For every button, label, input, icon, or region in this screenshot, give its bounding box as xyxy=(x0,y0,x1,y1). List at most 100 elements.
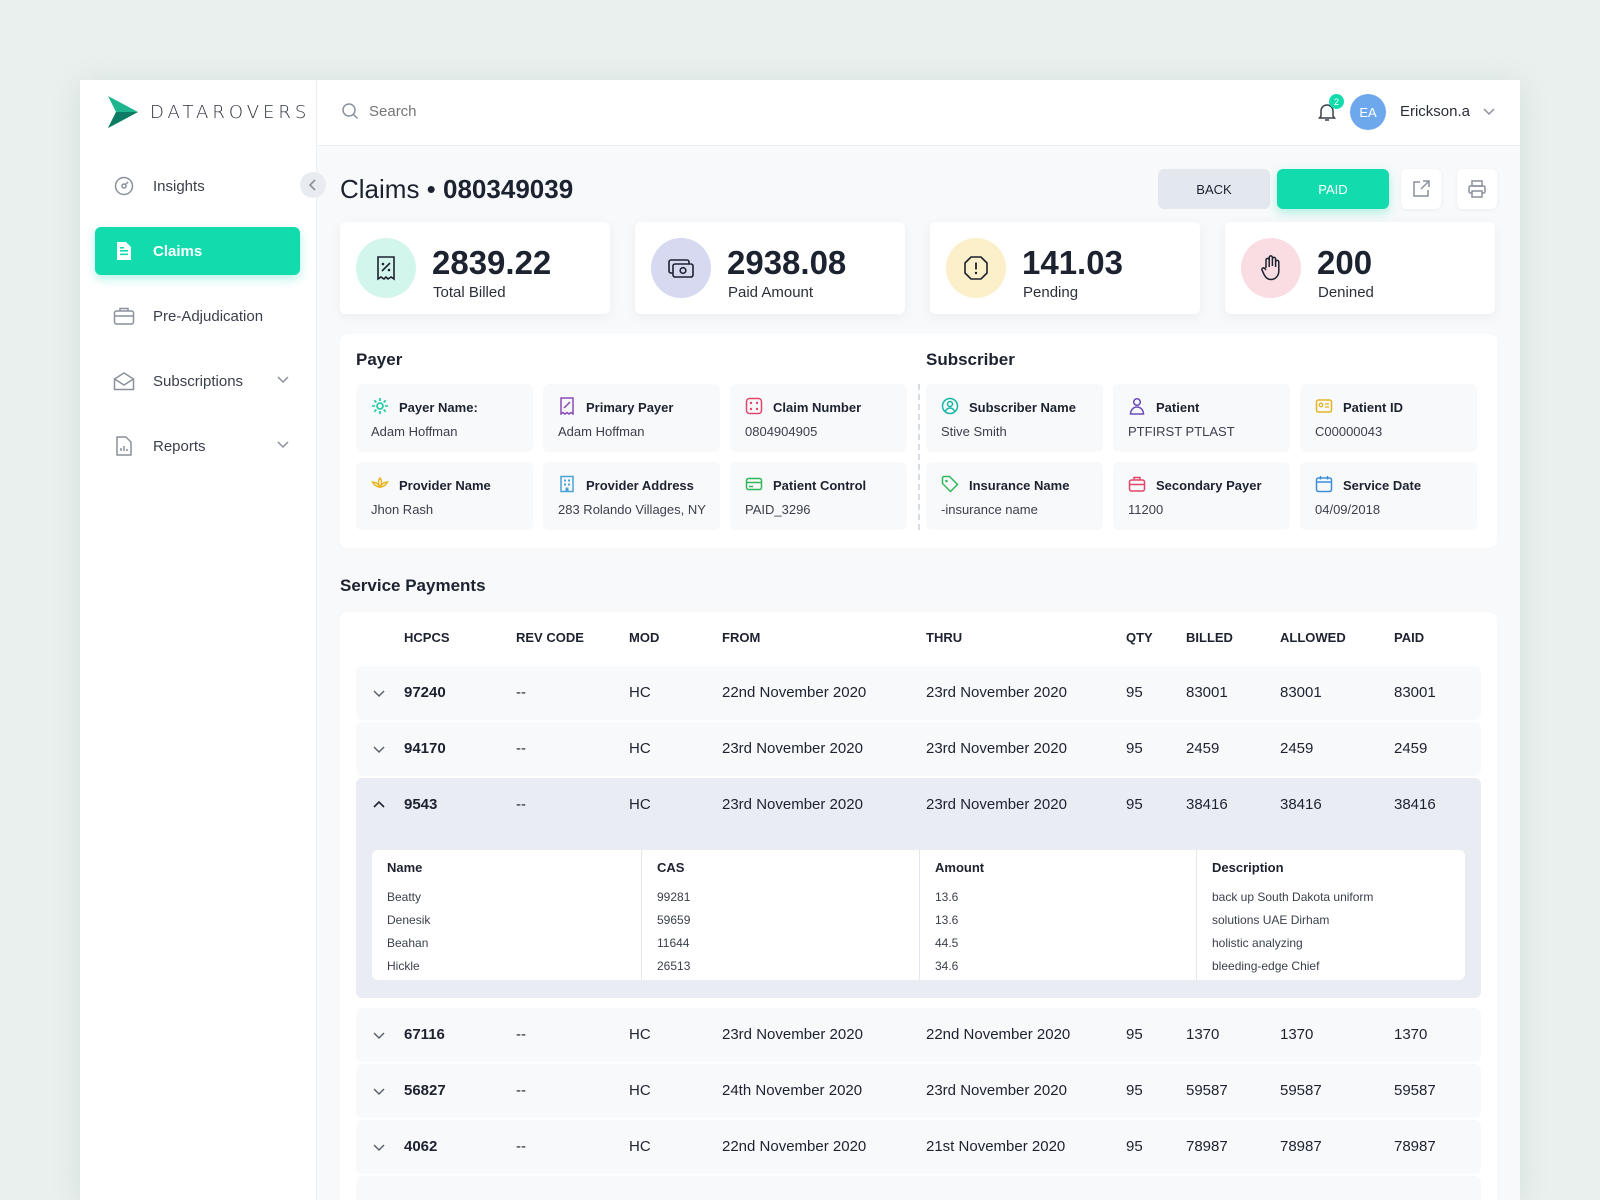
column-header[interactable]: BILLED xyxy=(1186,630,1233,645)
external-link-icon xyxy=(1413,180,1430,197)
app-window: DATAROVERS Insights Claims Pre-Adjudicat… xyxy=(80,80,1520,1200)
sidebar-item-insights[interactable]: Insights xyxy=(95,162,300,210)
field-patient-control: Patient Control PAID_3296 xyxy=(730,462,907,530)
cell-rev-code: -- xyxy=(516,1026,526,1043)
table-row[interactable]: 94170 -- HC 23rd November 2020 23rd Nove… xyxy=(356,722,1481,776)
collapse-sidebar-button[interactable] xyxy=(300,172,326,198)
print-button[interactable] xyxy=(1457,169,1497,209)
sidebar-item-label: Pre-Adjudication xyxy=(153,307,264,325)
cell-thru: 22nd November 2020 xyxy=(926,1026,1071,1043)
cell-hcpcs: 67116 xyxy=(404,1026,445,1043)
gear-icon xyxy=(372,398,388,414)
detail-cell: Beatty xyxy=(387,890,422,904)
cell-paid: 2459 xyxy=(1394,740,1428,757)
field-payer-name: Payer Name: Adam Hoffman xyxy=(356,384,533,452)
table-row-expanded[interactable]: 9543 -- HC 23rd November 2020 23rd Novem… xyxy=(356,778,1481,998)
field-label: Insurance Name xyxy=(969,478,1070,493)
chevron-down-icon[interactable] xyxy=(372,1084,386,1103)
stat-denied: 200 Denined xyxy=(1225,222,1495,314)
sidebar-item-subscriptions[interactable]: Subscriptions xyxy=(95,357,300,405)
cell-from: 23rd November 2020 xyxy=(722,796,863,813)
detail-column-cas: CAS 99281 59659 11644 26513 xyxy=(641,850,919,980)
report-icon xyxy=(113,435,135,457)
cell-mod: HC xyxy=(629,1082,651,1099)
column-header[interactable]: MOD xyxy=(629,630,660,645)
sidebar-item-label: Subscriptions xyxy=(153,372,244,390)
cell-mod: HC xyxy=(629,684,651,701)
cell-allowed: 2459 xyxy=(1280,740,1314,757)
avatar[interactable]: EA xyxy=(1350,94,1386,130)
cell-hcpcs: 9543 xyxy=(404,796,438,813)
table-row-partial[interactable] xyxy=(356,1176,1481,1200)
field-label: Patient ID xyxy=(1343,400,1403,415)
lotus-icon xyxy=(371,476,389,489)
chevron-down-icon[interactable] xyxy=(276,437,290,455)
search-input[interactable] xyxy=(369,102,669,120)
cell-qty: 95 xyxy=(1126,1138,1143,1155)
field-value: Stive Smith xyxy=(941,424,1007,439)
column-header[interactable]: ALLOWED xyxy=(1280,630,1346,645)
chevron-down-icon[interactable] xyxy=(372,1140,386,1159)
logo[interactable]: DATAROVERS xyxy=(106,94,310,130)
sidebar-item-reports[interactable]: Reports xyxy=(95,422,300,470)
tag-icon xyxy=(941,475,959,493)
column-header[interactable]: THRU xyxy=(926,630,963,645)
cell-from: 23rd November 2020 xyxy=(722,740,863,757)
stat-pending: 141.03 Pending xyxy=(930,222,1200,314)
field-insurance-name: Insurance Name -insurance name xyxy=(926,462,1103,530)
payer-title: Payer xyxy=(356,350,403,369)
stat-total-billed: 2839.22 Total Billed xyxy=(340,222,610,314)
cell-billed: 59587 xyxy=(1186,1082,1228,1099)
chevron-down-icon[interactable] xyxy=(372,742,386,761)
sidebar-item-claims[interactable]: Claims xyxy=(95,227,300,275)
stat-value: 2938.08 xyxy=(727,244,847,281)
chevron-down-icon[interactable] xyxy=(372,1028,386,1047)
chevron-down-icon[interactable] xyxy=(372,686,386,705)
username[interactable]: Erickson.a xyxy=(1399,103,1470,120)
table-row[interactable]: 67116 -- HC 23rd November 2020 22nd Nove… xyxy=(356,1008,1481,1062)
table-row[interactable]: 56827 -- HC 24th November 2020 23rd Nove… xyxy=(356,1064,1481,1118)
column-header[interactable]: QTY xyxy=(1126,630,1153,645)
column-header[interactable]: HCPCS xyxy=(404,630,450,645)
detail-cell: 99281 xyxy=(657,890,691,904)
chevron-down-icon[interactable] xyxy=(276,372,290,390)
column-header[interactable]: PAID xyxy=(1394,630,1425,645)
chevron-down-icon[interactable] xyxy=(1482,104,1496,123)
column-header[interactable]: REV CODE xyxy=(516,630,584,645)
service-payments-title: Service Payments xyxy=(340,576,486,595)
detail-cell: Denesik xyxy=(387,913,431,927)
field-value: 04/09/2018 xyxy=(1315,502,1381,517)
sidebar-item-pre-adjudication[interactable]: Pre-Adjudication xyxy=(95,292,300,340)
stat-label: Pending xyxy=(1023,284,1079,301)
notification-button[interactable]: 2 xyxy=(1318,94,1344,127)
cell-hcpcs: 4062 xyxy=(404,1138,438,1155)
field-value: -insurance name xyxy=(941,502,1038,517)
cell-paid: 78987 xyxy=(1394,1138,1436,1155)
detail-cell: 26513 xyxy=(657,959,691,973)
search-bar[interactable] xyxy=(341,102,669,120)
paid-button[interactable]: PAID xyxy=(1277,169,1389,209)
calendar-icon xyxy=(1315,476,1333,493)
back-button[interactable]: BACK xyxy=(1158,169,1270,209)
card-icon xyxy=(745,477,763,491)
field-subscriber-name: Subscriber Name Stive Smith xyxy=(926,384,1103,452)
cell-paid: 1370 xyxy=(1394,1026,1428,1043)
detail-cell: Beahan xyxy=(387,936,429,950)
chevron-up-icon[interactable] xyxy=(372,798,386,817)
external-link-button[interactable] xyxy=(1401,169,1441,209)
cell-rev-code: -- xyxy=(516,1138,526,1155)
stats-row: 2839.22 Total Billed 2938.08 Paid Amount… xyxy=(340,222,1497,314)
table-row[interactable]: 4062 -- HC 22nd November 2020 21st Novem… xyxy=(356,1120,1481,1174)
stat-label: Denined xyxy=(1318,284,1374,301)
field-label: Payer Name: xyxy=(399,400,478,415)
cell-billed: 78987 xyxy=(1186,1138,1228,1155)
table-row[interactable]: 97240 -- HC 22nd November 2020 23rd Nove… xyxy=(356,666,1481,720)
detail-header: CAS xyxy=(657,860,685,875)
column-header[interactable]: FROM xyxy=(722,630,761,645)
document-icon xyxy=(113,240,135,262)
detail-column-amount: Amount 13.6 13.6 44.5 34.6 xyxy=(919,850,1196,980)
field-label: Primary Payer xyxy=(586,400,674,415)
printer-icon xyxy=(1468,180,1486,198)
cell-paid: 59587 xyxy=(1394,1082,1436,1099)
cell-thru: 23rd November 2020 xyxy=(926,796,1067,813)
